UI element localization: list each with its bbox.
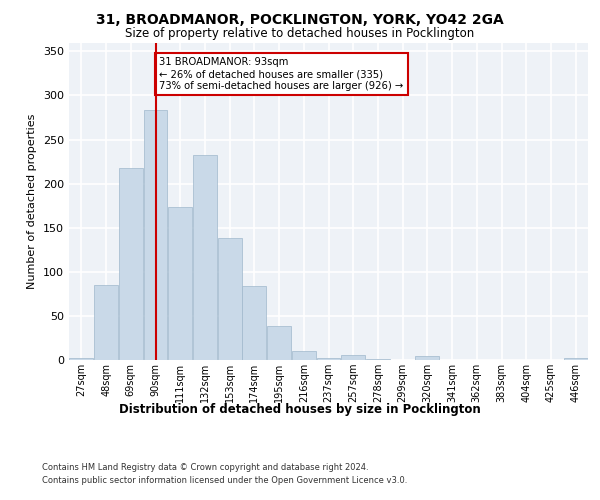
Bar bbox=[218, 238, 242, 360]
Bar bbox=[143, 110, 167, 360]
Bar bbox=[317, 358, 340, 360]
Bar bbox=[168, 208, 192, 360]
Bar bbox=[267, 326, 291, 360]
Text: 31 BROADMANOR: 93sqm
← 26% of detached houses are smaller (335)
73% of semi-deta: 31 BROADMANOR: 93sqm ← 26% of detached h… bbox=[159, 58, 403, 90]
Bar bbox=[341, 354, 365, 360]
Bar bbox=[292, 351, 316, 360]
Bar bbox=[563, 358, 587, 360]
Bar bbox=[119, 168, 143, 360]
Text: 31, BROADMANOR, POCKLINGTON, YORK, YO42 2GA: 31, BROADMANOR, POCKLINGTON, YORK, YO42 … bbox=[96, 12, 504, 26]
Bar bbox=[193, 156, 217, 360]
Bar bbox=[242, 286, 266, 360]
Bar bbox=[415, 356, 439, 360]
Text: Contains public sector information licensed under the Open Government Licence v3: Contains public sector information licen… bbox=[42, 476, 407, 485]
Bar bbox=[70, 358, 94, 360]
Text: Size of property relative to detached houses in Pocklington: Size of property relative to detached ho… bbox=[125, 28, 475, 40]
Bar bbox=[94, 285, 118, 360]
Text: Distribution of detached houses by size in Pocklington: Distribution of detached houses by size … bbox=[119, 402, 481, 415]
Text: Contains HM Land Registry data © Crown copyright and database right 2024.: Contains HM Land Registry data © Crown c… bbox=[42, 462, 368, 471]
Y-axis label: Number of detached properties: Number of detached properties bbox=[28, 114, 37, 289]
Bar bbox=[366, 359, 390, 360]
